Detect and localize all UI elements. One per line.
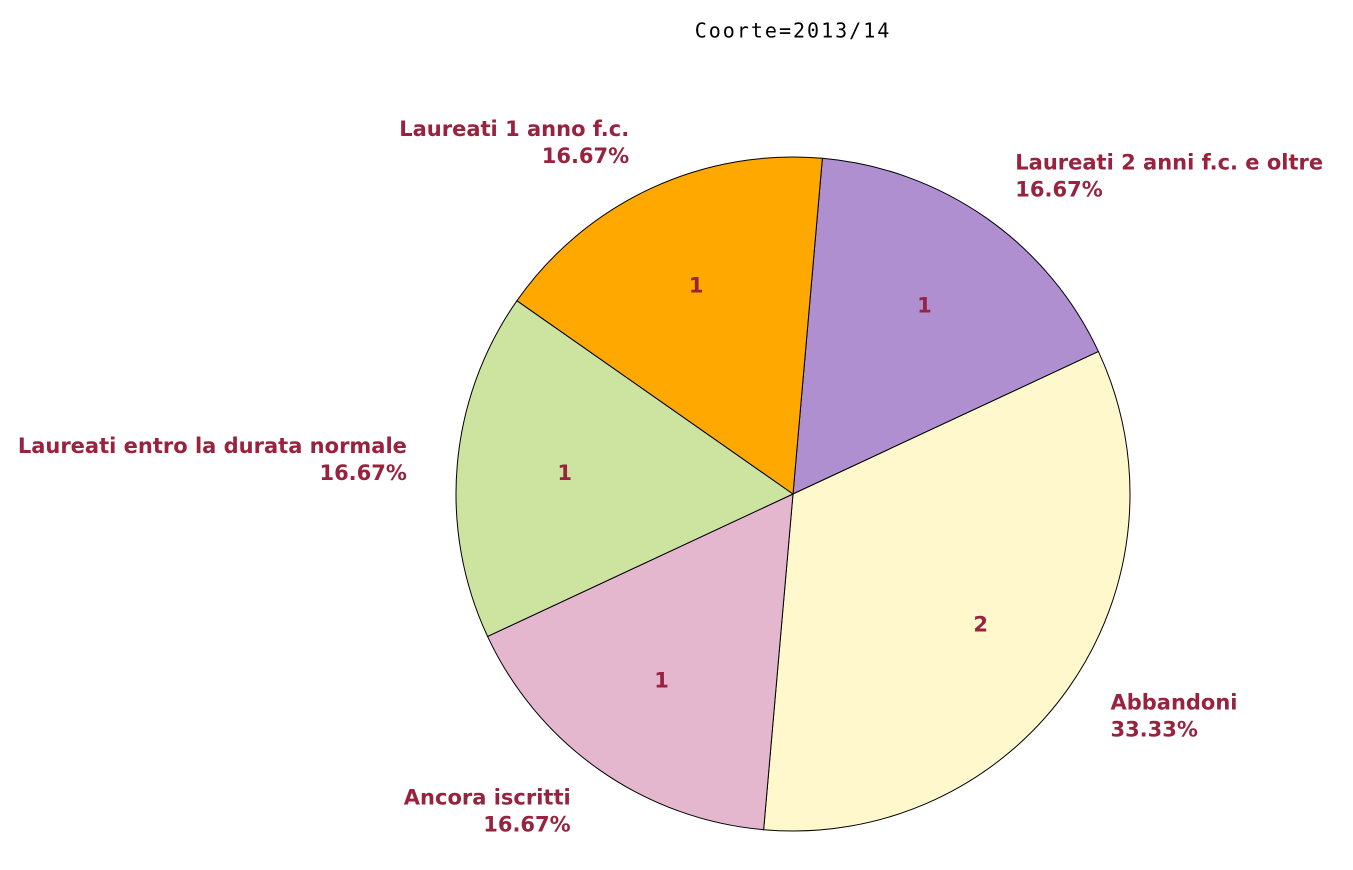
slice-label: Laureati 2 anni f.c. e oltre xyxy=(1015,151,1323,175)
pie-slice xyxy=(792,157,1100,495)
slice-label: Ancora iscritti xyxy=(404,785,571,809)
pie-slice xyxy=(763,350,1131,832)
pie-slice xyxy=(516,156,823,495)
slice-label: Laureati entro la durata normale xyxy=(18,434,407,458)
value-label: 1 xyxy=(654,669,669,693)
slice-label: Abbandoni xyxy=(1110,690,1237,714)
chart-title: Coorte=2013/14 xyxy=(695,19,892,43)
value-label: 2 xyxy=(973,612,988,636)
percent-label: 16.67% xyxy=(319,461,406,485)
slice-label: Laureati 1 anno f.c. xyxy=(399,117,629,141)
pie-slice xyxy=(486,493,794,831)
percent-label: 16.67% xyxy=(483,812,570,836)
value-label: 1 xyxy=(557,461,572,485)
percent-label: 33.33% xyxy=(1110,717,1197,741)
percent-label: 16.67% xyxy=(542,144,629,168)
value-label: 1 xyxy=(917,293,932,317)
value-label: 1 xyxy=(689,273,704,297)
pie-slice xyxy=(455,300,794,638)
percent-label: 16.67% xyxy=(1015,178,1102,202)
